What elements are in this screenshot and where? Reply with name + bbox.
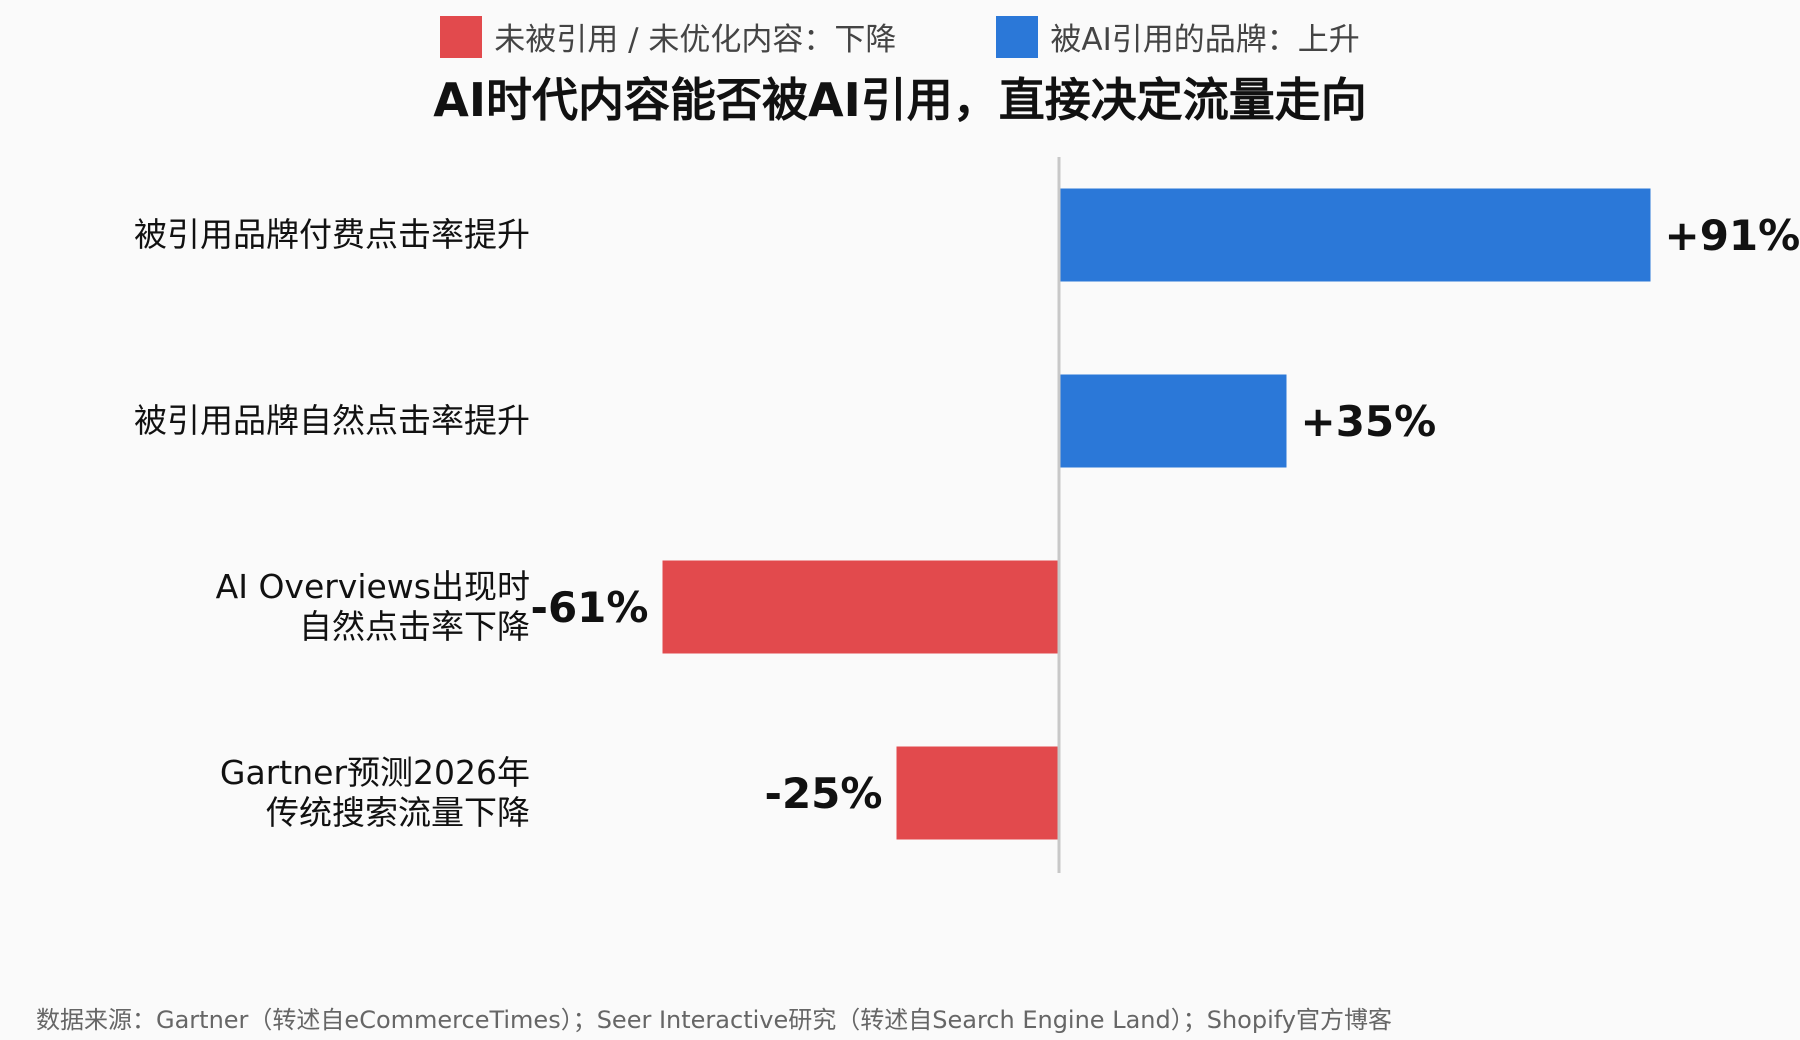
bar-0 — [1059, 188, 1651, 282]
legend-item-negative: 未被引用 / 未优化内容：下降 — [440, 14, 896, 59]
value-label-2: -61% — [531, 583, 649, 632]
category-label-3: Gartner预测2026年传统搜索流量下降 — [220, 753, 530, 832]
chart-title: AI时代内容能否被AI引用，直接决定流量走向 — [433, 73, 1367, 127]
value-label-0: +91% — [1665, 211, 1800, 260]
source-note: 数据来源：Gartner（转述自eCommerceTimes）；Seer Int… — [36, 1006, 1392, 1034]
category-label-0: 被引用品牌付费点击率提升 — [134, 215, 530, 254]
legend-label-negative: 未被引用 / 未优化内容：下降 — [494, 22, 897, 58]
legend-swatch-negative — [440, 15, 483, 58]
bar-3 — [896, 746, 1059, 840]
legend-item-positive: 被AI引用的品牌：上升 — [996, 14, 1360, 59]
value-label-3: -25% — [765, 769, 883, 818]
bar-2 — [662, 560, 1059, 654]
bar-1 — [1059, 374, 1287, 468]
value-label-1: +35% — [1301, 397, 1437, 446]
legend-swatch-positive — [996, 15, 1039, 58]
category-label-1: 被引用品牌自然点击率提升 — [134, 401, 530, 440]
legend: 未被引用 / 未优化内容：下降 被AI引用的品牌：上升 — [0, 14, 1800, 59]
category-label-2: AI Overviews出现时自然点击率下降 — [216, 567, 530, 646]
legend-label-positive: 被AI引用的品牌：上升 — [1050, 22, 1360, 58]
